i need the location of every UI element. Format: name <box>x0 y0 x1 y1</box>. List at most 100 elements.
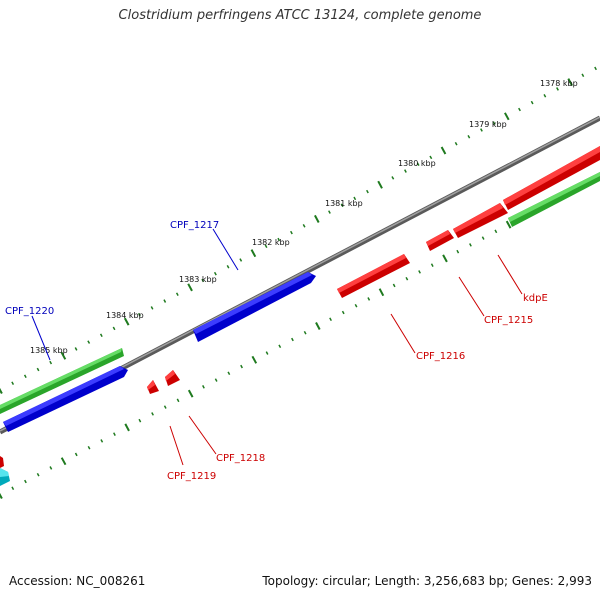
outer-tick <box>467 135 471 139</box>
inner-tick <box>265 351 269 355</box>
ruler-label-1382: 1382 kbp <box>252 238 290 247</box>
inner-tick <box>354 303 358 308</box>
gene-label-cpf-1220[interactable]: CPF_1220 <box>5 306 54 317</box>
outer-tick <box>377 180 383 189</box>
ruler-label-1379: 1379 kbp <box>469 120 507 129</box>
outer-tick <box>416 162 420 166</box>
inner-tick <box>430 263 434 267</box>
gene-bar-green-left[interactable] <box>0 348 124 414</box>
outer-tick <box>391 176 395 180</box>
connector-cpf-1220 <box>31 315 51 361</box>
gene-bar-cpf-1218[interactable] <box>165 370 180 386</box>
outer-tick <box>290 230 293 235</box>
connector-cpf-1216 <box>390 313 416 354</box>
inner-tick <box>0 492 3 499</box>
ruler-label-1383: 1383 kbp <box>179 275 217 284</box>
gene-label-cpf-1216[interactable]: CPF_1216 <box>416 351 465 362</box>
gene-label-cpf-1219[interactable]: CPF_1219 <box>167 471 216 482</box>
outer-tick <box>175 292 179 296</box>
outer-tick <box>480 128 483 132</box>
outer-tick <box>163 299 167 303</box>
inner-tick <box>214 378 218 382</box>
outer-tick <box>353 196 357 201</box>
ruler-label-1380: 1380 kbp <box>398 159 436 168</box>
outer-tick <box>187 283 193 292</box>
gene-bar-cyan-edge[interactable] <box>0 468 10 486</box>
inner-tick <box>367 297 371 301</box>
inner-tick <box>151 412 154 416</box>
inner-tick <box>291 337 294 342</box>
inner-tick <box>36 472 40 477</box>
inner-tick <box>100 439 104 443</box>
inner-tick <box>505 220 512 229</box>
outer-tick <box>74 347 78 351</box>
inner-tick <box>49 466 53 470</box>
outer-tick <box>429 155 433 160</box>
inner-tick <box>378 288 385 297</box>
outer-tick <box>250 249 257 258</box>
gene-bar-red-edge[interactable] <box>0 456 4 468</box>
outer-tick <box>492 121 496 125</box>
connector-cpf-1219 <box>169 425 184 466</box>
gene-bar-cpf-1216[interactable] <box>337 254 410 298</box>
outer-tick <box>454 141 458 146</box>
inner-tick <box>329 317 332 322</box>
ruler-label-1381: 1381 kbp <box>325 199 363 208</box>
outer-tick <box>99 333 103 338</box>
inner-tick <box>240 364 243 369</box>
outer-tick <box>594 66 597 71</box>
inner-tick <box>405 276 409 281</box>
ruler-label-1385: 1385 kbp <box>30 346 68 355</box>
gene-label-cpf-1217[interactable]: CPF_1217 <box>170 220 219 231</box>
outer-tick <box>201 278 205 283</box>
inner-tick <box>303 330 307 335</box>
outer-tick <box>112 326 116 331</box>
outer-tick <box>150 306 154 310</box>
inner-tick <box>315 322 321 330</box>
gene-bar-small-red[interactable] <box>426 230 454 251</box>
gene-bar-green-right[interactable] <box>508 172 600 227</box>
inner-tick <box>442 254 448 263</box>
outer-tick <box>239 258 243 262</box>
gene-bar-cpf-1217[interactable] <box>193 272 316 342</box>
connector-cpf-1218 <box>188 415 217 455</box>
inner-tick <box>187 389 194 398</box>
inner-tick <box>163 405 167 409</box>
outer-tick <box>36 367 40 372</box>
connector-kdpe <box>497 254 523 295</box>
inner-tick <box>87 445 91 450</box>
outer-tick <box>366 189 369 194</box>
outer-tick <box>226 265 230 269</box>
outer-tick <box>264 244 268 249</box>
outer-tick <box>556 87 559 91</box>
outer-tick <box>567 78 573 87</box>
inner-tick <box>278 344 282 349</box>
outer-tick <box>530 100 534 105</box>
inner-tick <box>341 310 345 315</box>
outer-tick <box>277 237 281 242</box>
gene-label-cpf-1218[interactable]: CPF_1218 <box>216 453 265 464</box>
outer-tick <box>123 317 130 326</box>
gene-bar-cpf-1219[interactable] <box>147 380 159 394</box>
gene-bar-cpf-1220[interactable] <box>3 366 128 432</box>
inner-tick <box>202 385 205 389</box>
inner-tick <box>138 418 142 423</box>
outer-tick <box>543 94 547 98</box>
gene-label-cpf-1215[interactable]: CPF_1215 <box>484 315 533 326</box>
outer-tick <box>60 351 67 360</box>
gene-bar-kdpe[interactable] <box>503 146 600 210</box>
outer-tick <box>314 214 320 223</box>
outer-tick <box>87 340 91 344</box>
gene-label-kdpe[interactable]: kdpE <box>523 293 548 304</box>
inner-tick <box>392 283 396 288</box>
outer-tick <box>23 374 27 379</box>
gene-bar-cpf-1215[interactable] <box>453 203 508 238</box>
outer-tick <box>302 224 306 228</box>
genome-summary-text: Topology: circular; Length: 3,256,683 bp… <box>262 574 592 588</box>
ruler-label-1384: 1384 kbp <box>106 311 144 320</box>
inner-tick <box>124 423 130 432</box>
inner-tick <box>456 249 460 254</box>
inner-tick <box>469 243 472 247</box>
inner-tick <box>418 270 421 274</box>
